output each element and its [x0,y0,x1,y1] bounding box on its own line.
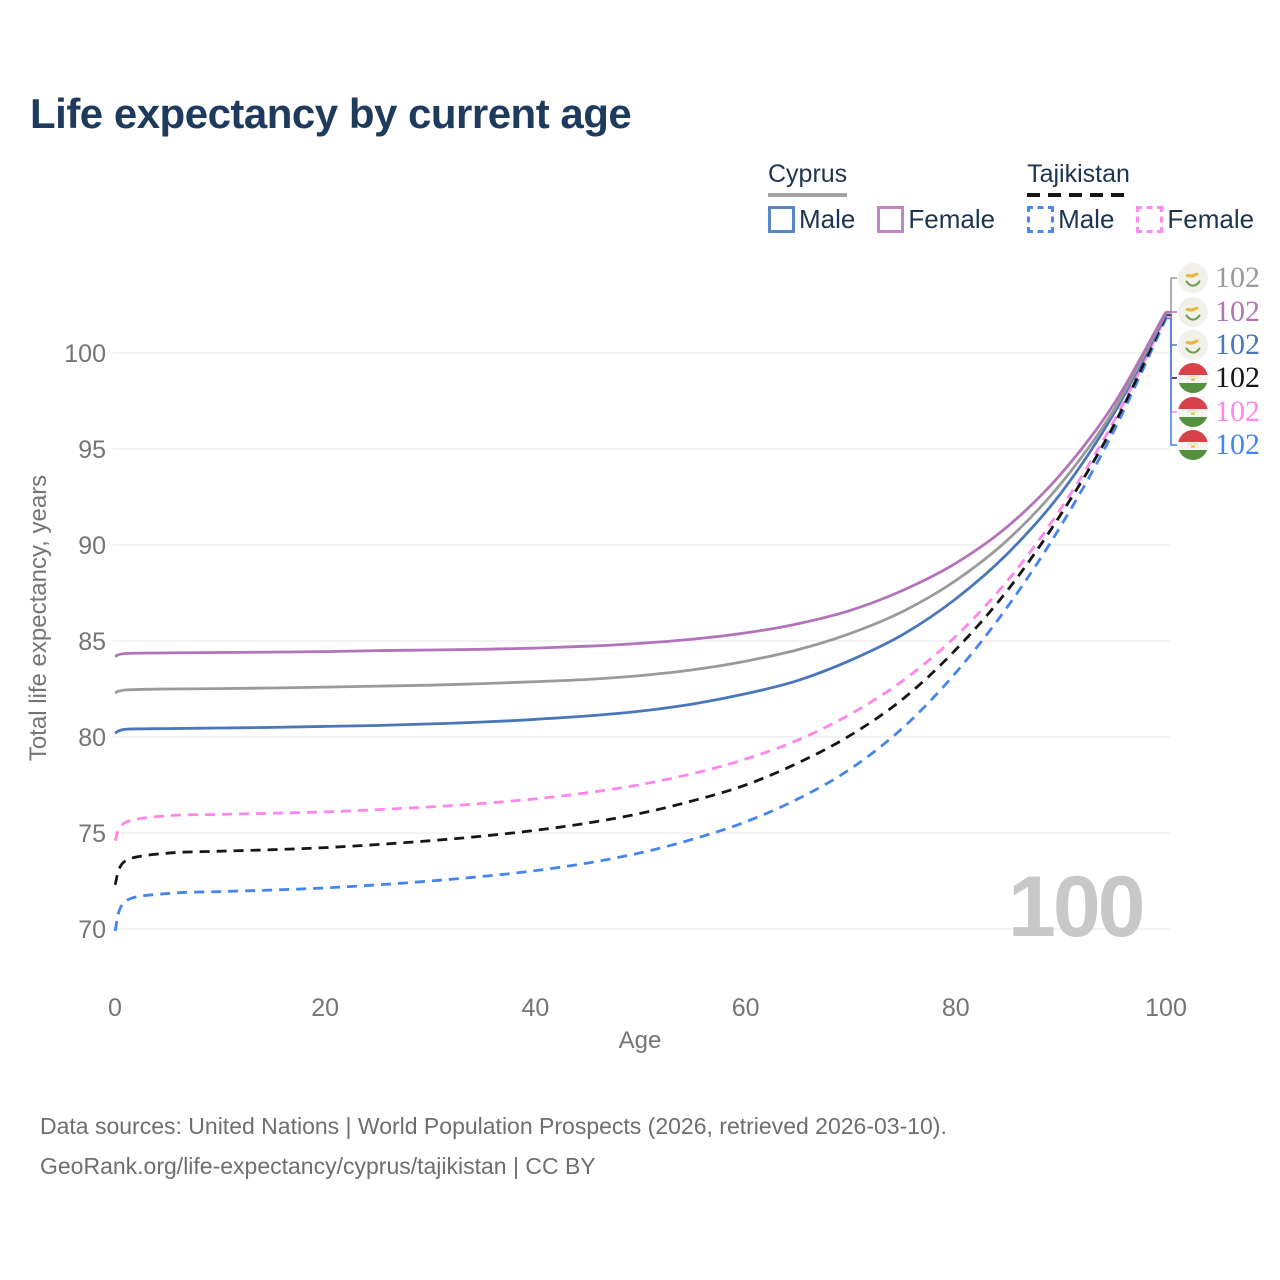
x-tick-label: 20 [311,994,339,1022]
end-label-connector [1166,317,1177,446]
cyprus-solid-line-sample [768,193,848,197]
x-tick-label: 80 [942,994,970,1022]
curve-tajikistan-female[interactable] [113,315,1168,842]
legend-group-cyprus: Cyprus Male Female [768,160,995,235]
y-axis-title: Total life expectancy, years [25,475,52,761]
legend-item-label: Male [799,204,856,234]
legend-item-tajikistan-male[interactable]: Male [1027,204,1114,235]
legend-item-label: Female [908,204,996,234]
page-title: Life expectancy by current age [30,90,632,137]
data-sources-line: Data sources: United Nations | World Pop… [40,1113,947,1139]
y-tick-label: 90 [78,532,106,560]
y-tick-label: 85 [78,628,106,656]
x-tick-label: 40 [521,994,549,1022]
legend-group-label: Tajikistan [1027,160,1130,188]
tajikistan-male-swatch-icon [1027,206,1055,233]
legend-items-cyprus: Male Female [768,204,995,235]
legend-group-tajikistan: Tajikistan Male Female [1027,160,1254,235]
footer: Data sources: United Nations | World Pop… [40,1106,947,1186]
y-tick-label: 95 [78,436,106,464]
legend-item-label: Female [1167,204,1255,234]
legend-group-title-tajikistan: Tajikistan [1027,160,1130,197]
attribution-line: GeoRank.org/life-expectancy/cyprus/tajik… [40,1153,596,1179]
y-tick-label: 80 [78,724,106,752]
x-tick-label: 60 [732,994,760,1022]
legend-items-tajikistan: Male Female [1027,204,1254,235]
legend-item-label: Male [1058,204,1115,234]
curve-cyprus-male[interactable] [114,313,1168,735]
y-tick-label: 70 [78,916,106,944]
curve-cyprus-female[interactable] [114,311,1168,658]
y-tick-label: 100 [64,340,106,368]
curve-cyprus-both[interactable] [114,312,1168,695]
cyprus-male-swatch-icon [768,206,795,233]
legend-group-title-cyprus: Cyprus [768,160,848,197]
cyprus-female-swatch-icon [877,206,905,233]
x-tick-label: 100 [1145,994,1187,1022]
watermark-age-indicator: 100 [1008,859,1145,955]
legend-item-cyprus-female[interactable]: Female [877,204,995,235]
x-axis-title: Age [619,1027,662,1054]
legend: Cyprus Male Female Tajikistan Male [768,160,1254,235]
legend-group-label: Cyprus [768,160,848,188]
x-tick-label: 0 [108,994,122,1022]
curve-tajikistan-both[interactable] [113,314,1168,886]
tajikistan-female-swatch-icon [1136,206,1164,233]
y-tick-label: 75 [78,820,106,848]
end-label-connector [1166,277,1177,314]
legend-item-cyprus-male[interactable]: Male [768,204,855,235]
legend-item-tajikistan-female[interactable]: Female [1136,204,1254,235]
curve-tajikistan-male[interactable] [113,317,1168,932]
tajikistan-dashed-line-sample [1027,193,1130,197]
